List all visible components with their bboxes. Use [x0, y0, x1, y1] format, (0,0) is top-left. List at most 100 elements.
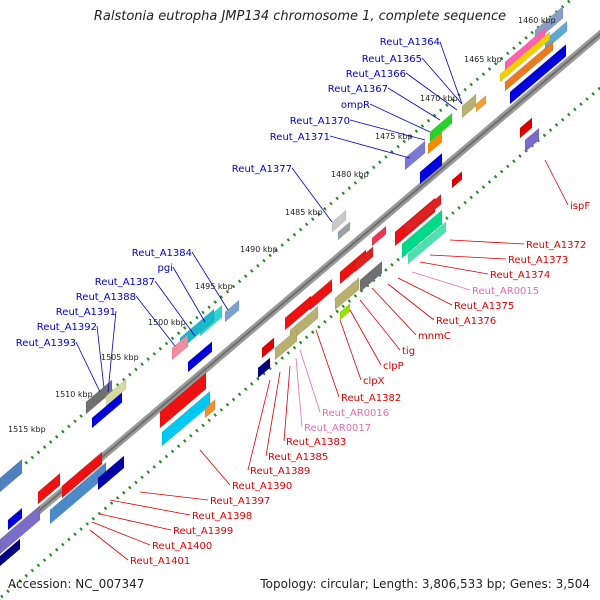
- reverse-gene-label: Reut_A1401: [130, 556, 190, 567]
- leader-line: [89, 529, 129, 561]
- gene-feature: [429, 112, 453, 143]
- lower-tick-line: [0, 86, 600, 600]
- leader-line: [154, 280, 196, 337]
- gene-feature: [261, 337, 275, 359]
- forward-gene-label: Reut_A1367: [328, 84, 388, 95]
- gene-feature: [544, 20, 568, 51]
- leader-line: [359, 299, 401, 351]
- leader-line: [75, 341, 101, 393]
- gene-feature: [187, 341, 213, 373]
- leader-line: [371, 287, 417, 336]
- gene-feature: [204, 398, 216, 419]
- label-leader-lines: [75, 41, 569, 561]
- forward-gene-label: pgi: [158, 263, 173, 274]
- tick-label: 1480 kbp: [331, 170, 369, 179]
- reverse-gene-label: Reut_A1385: [268, 452, 328, 463]
- gene-feature: [499, 30, 551, 83]
- tick-label: 1510 kbp: [55, 390, 93, 399]
- gene-feature: [404, 193, 442, 236]
- reverse-gene-label: Reut_A1398: [192, 511, 252, 522]
- gene-feature: [334, 277, 360, 311]
- reverse-gene-label: Reut_A1400: [152, 541, 212, 552]
- reverse-gene-label: ispF: [570, 201, 590, 212]
- reverse-gene-label: Reut_A1373: [508, 255, 568, 266]
- map-title: Ralstonia eutropha JMP134 chromosome 1, …: [93, 9, 507, 24]
- gene-feature: [371, 225, 387, 247]
- gene-feature: [509, 43, 567, 105]
- gene-feature: [171, 333, 189, 361]
- leader-line: [397, 277, 453, 306]
- reverse-gene-label: clpP: [383, 361, 404, 372]
- gene-feature: [461, 93, 477, 119]
- gene-feature: [91, 391, 123, 429]
- leader-line: [387, 87, 441, 121]
- leader-line: [191, 251, 229, 311]
- leader-line: [199, 449, 231, 486]
- reverse-gene-label: Reut_A1389: [250, 466, 310, 477]
- gene-feature: [504, 40, 554, 92]
- accession-text: Accession: NC_007347: [8, 577, 145, 591]
- forward-gene-label: Reut_A1387: [95, 277, 155, 288]
- gene-feature: [0, 538, 21, 567]
- gene-feature: [475, 94, 487, 113]
- rna-gene-label: Reut_AR0015: [472, 286, 539, 297]
- forward-gene-label: Reut_A1384: [132, 248, 192, 259]
- forward-gene-label: Reut_A1371: [270, 132, 330, 143]
- leader-line: [429, 254, 507, 260]
- leader-line: [135, 295, 176, 347]
- tick-label: 1500 kbp: [148, 318, 186, 327]
- gene-feature: [331, 209, 347, 233]
- gene-feature: [257, 357, 271, 379]
- tick-label: 1465 kbp: [464, 55, 502, 64]
- gene-feature: [284, 295, 312, 331]
- gene-feature: [337, 221, 351, 241]
- forward-gene-label: Reut_A1370: [290, 116, 350, 127]
- leader-line: [91, 521, 151, 546]
- forward-gene-label: Reut_A1391: [56, 307, 116, 318]
- leader-line: [299, 349, 321, 413]
- gene-feature: [401, 209, 443, 259]
- reverse-gene-label: Reut_A1383: [286, 437, 346, 448]
- gene-feature: [404, 140, 426, 171]
- reverse-gene-label: Reut_A1399: [173, 526, 233, 537]
- gene-feature: [61, 451, 103, 499]
- gene-feature: [359, 260, 383, 293]
- leader-line: [329, 135, 411, 159]
- reverse-gene-label: Reut_A1376: [436, 316, 496, 327]
- leader-line: [369, 103, 431, 133]
- leader-line: [96, 325, 105, 389]
- gene-feature: [524, 127, 540, 153]
- gene-labels: Reut_A1364 Reut_A1365 Reut_A1366 Reut_A1…: [16, 37, 591, 567]
- gene-features: [0, 5, 568, 567]
- leader-line: [449, 239, 525, 245]
- gene-feature: [309, 278, 333, 311]
- leader-line: [339, 319, 362, 381]
- leader-line: [315, 329, 340, 398]
- tick-label: 1475 kbp: [375, 132, 413, 141]
- forward-gene-label: ompR: [341, 100, 370, 111]
- reverse-gene-label: Reut_A1374: [490, 270, 550, 281]
- forward-gene-label: Reut_A1365: [362, 54, 422, 65]
- forward-gene-label: Reut_A1393: [16, 338, 76, 349]
- reverse-gene-label: Reut_A1372: [526, 240, 586, 251]
- leader-line: [421, 57, 463, 105]
- leader-line: [109, 499, 191, 516]
- forward-gene-label: Reut_A1388: [76, 292, 136, 303]
- leader-line: [172, 266, 206, 323]
- leader-line: [411, 271, 471, 291]
- leader-line: [139, 491, 209, 501]
- gene-feature: [354, 246, 374, 273]
- rna-gene-label: Reut_AR0017: [304, 423, 371, 434]
- tick-label: 1460 kbp: [518, 16, 556, 25]
- tick-label: 1495 kbp: [195, 282, 233, 291]
- reverse-gene-label: Reut_A1397: [210, 496, 270, 507]
- gene-feature: [519, 117, 533, 139]
- gene-feature: [97, 455, 125, 491]
- leader-line: [295, 357, 303, 428]
- gene-feature: [0, 505, 41, 555]
- tick-label: 1490 kbp: [240, 245, 278, 254]
- reverse-gene-label: mnmC: [418, 331, 451, 342]
- reverse-gene-label: clpX: [363, 376, 385, 387]
- leader-line: [107, 310, 117, 393]
